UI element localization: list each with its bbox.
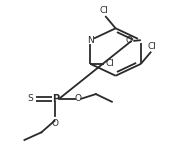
- Text: Cl: Cl: [100, 6, 109, 15]
- Text: N: N: [87, 36, 94, 45]
- Text: O: O: [74, 94, 82, 103]
- Text: O: O: [125, 36, 132, 45]
- Text: Cl: Cl: [105, 59, 114, 68]
- Text: Cl: Cl: [148, 42, 157, 51]
- Text: S: S: [27, 94, 33, 103]
- Text: P: P: [52, 94, 59, 104]
- Text: O: O: [52, 119, 59, 128]
